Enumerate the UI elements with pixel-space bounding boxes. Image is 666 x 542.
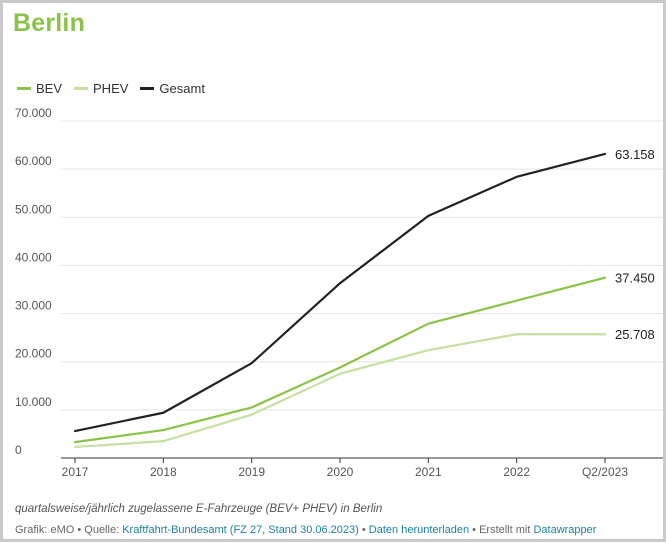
end-label-gesamt: 63.158 [615, 147, 655, 162]
line-chart: 0 10.000 20.000 30.000 40.000 50.000 60.000 70.… [15, 106, 663, 479]
legend-swatch-bev [17, 87, 31, 90]
chart-title: Berlin [13, 9, 86, 37]
legend-swatch-phev [74, 87, 89, 90]
series-line-phev [73, 333, 607, 449]
legend-swatch-gesamt [140, 87, 155, 90]
end-label-bev: 37.450 [615, 271, 655, 286]
datawrapper-link[interactable]: Datawrapper [533, 524, 597, 536]
x-tick-label: 2022 [503, 465, 530, 479]
x-tick-label: 2020 [327, 465, 354, 479]
y-tick-label: 70.000 [15, 106, 52, 120]
end-label-phev: 25.708 [615, 327, 655, 342]
y-tick-label: 50.000 [15, 202, 52, 216]
legend-label-phev: PHEV [93, 81, 129, 96]
legend-item-gesamt: Gesamt [140, 81, 205, 96]
x-tick-label: Q2/2023 [582, 465, 628, 479]
y-tick-label: 0 [15, 443, 22, 457]
y-tick-label: 10.000 [15, 395, 52, 409]
y-tick-label: 30.000 [15, 299, 52, 313]
footer: Grafik: eMO • Quelle: Kraftfahrt-Bundesa… [15, 524, 596, 536]
download-data-link[interactable]: Daten herunterladen [368, 524, 470, 536]
x-tick-label: 2017 [62, 465, 89, 479]
x-tick-label: 2018 [150, 465, 177, 479]
y-tick-label: 40.000 [15, 250, 52, 264]
footer-quelle-prefix: Quelle: [84, 524, 123, 536]
footer-separator-2: • [358, 524, 369, 536]
legend-item-bev: BEV [17, 81, 62, 96]
legend-item-phev: PHEV [74, 81, 128, 96]
footer-created-prefix: Erstellt mit [479, 524, 534, 536]
footer-separator-1: • [74, 524, 85, 536]
series-line-bev [73, 276, 607, 444]
y-tick-label: 20.000 [15, 347, 52, 361]
footer-grafik: Grafik: eMO [15, 524, 75, 536]
legend-label-gesamt: Gesamt [159, 81, 205, 96]
y-tick-label: 60.000 [15, 154, 52, 168]
legend-label-bev: BEV [36, 81, 63, 96]
series-line-gesamt [73, 152, 607, 433]
x-tick-label: 2021 [415, 465, 442, 479]
x-tick-label: 2019 [238, 465, 265, 479]
chart-notes: quartalsweise/jährlich zugelassene E-Fah… [15, 503, 383, 515]
footer-separator-3: • [469, 524, 480, 536]
source-link[interactable]: Kraftfahrt-Bundesamt (FZ 27, Stand 30.06… [122, 524, 359, 536]
legend: BEV PHEV Gesamt [17, 81, 205, 96]
